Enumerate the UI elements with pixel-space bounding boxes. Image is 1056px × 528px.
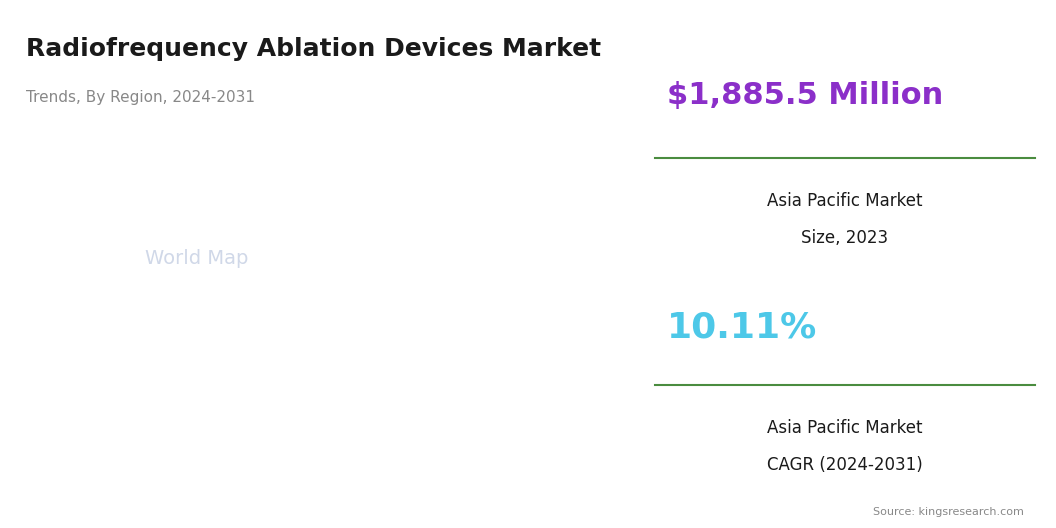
Text: 10.11%: 10.11% [667, 310, 817, 344]
Text: Radiofrequency Ablation Devices Market: Radiofrequency Ablation Devices Market [26, 37, 601, 61]
Text: World Map: World Map [145, 249, 248, 268]
Text: Asia Pacific Market: Asia Pacific Market [767, 419, 923, 437]
Text: $1,885.5 Million: $1,885.5 Million [667, 81, 944, 109]
Text: Asia Pacific Market: Asia Pacific Market [767, 192, 923, 210]
Text: Size, 2023: Size, 2023 [802, 229, 888, 247]
Text: Source: kingsresearch.com: Source: kingsresearch.com [873, 507, 1024, 517]
Text: CAGR (2024-2031): CAGR (2024-2031) [767, 456, 923, 474]
Text: Trends, By Region, 2024-2031: Trends, By Region, 2024-2031 [26, 90, 256, 105]
